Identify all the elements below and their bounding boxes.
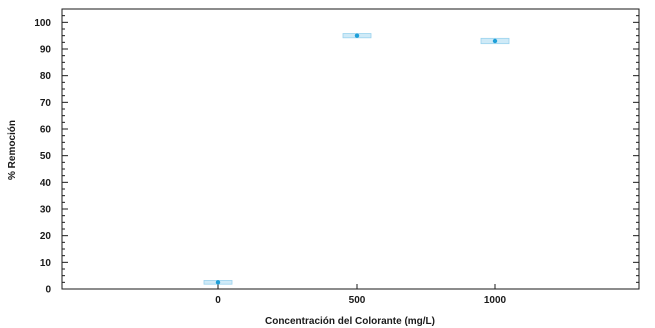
- data-point: [215, 280, 221, 285]
- y-tick-label: 60: [40, 125, 52, 136]
- y-tick-label: 90: [40, 45, 52, 56]
- y-tick-label: 80: [40, 71, 52, 82]
- x-axis: 0 500 1000: [215, 284, 507, 306]
- y-tick-label: 40: [40, 178, 52, 189]
- y-tick-label: 10: [40, 258, 52, 269]
- data-point: [354, 33, 360, 38]
- x-tick-label: 1000: [484, 295, 507, 306]
- y-tick-label: 20: [40, 231, 52, 242]
- y-tick-label: 30: [40, 205, 52, 216]
- plot-frame: [61, 8, 640, 290]
- y-tick-label: 50: [40, 151, 52, 162]
- y-axis: 0 10 20 30 40 50 60 70 80 90 100: [34, 8, 68, 296]
- data-points: [203, 33, 510, 285]
- data-point: [492, 38, 498, 44]
- x-tick-label: 500: [349, 295, 366, 306]
- x-axis-title: Concentración del Colorante (mg/L): [265, 316, 435, 327]
- y-axis-right: [633, 8, 639, 290]
- y-tick-label: 70: [40, 98, 52, 109]
- y-axis-title: % Remoción: [7, 120, 18, 180]
- x-tick-label: 0: [215, 295, 221, 306]
- y-tick-label: 0: [45, 285, 51, 296]
- y-tick-label: 100: [34, 18, 51, 29]
